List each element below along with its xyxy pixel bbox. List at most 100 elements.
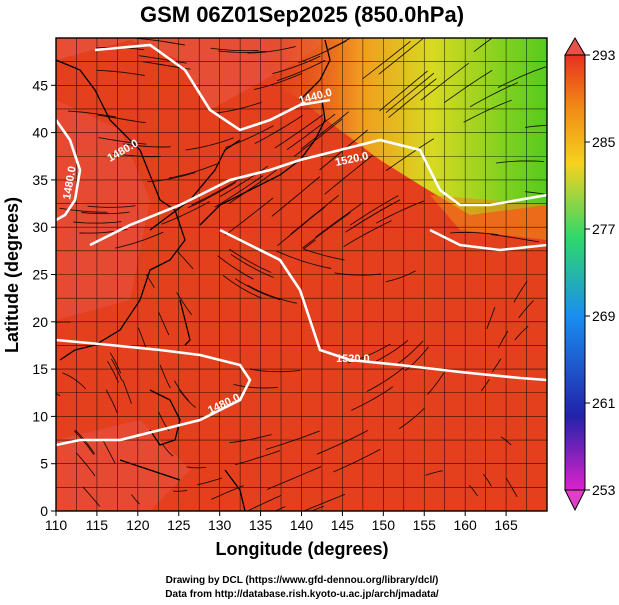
x-tick-label: 165 — [494, 517, 518, 533]
streamline — [427, 372, 445, 395]
contour-1520-north — [89, 138, 547, 247]
streamline — [197, 477, 223, 486]
contour-label: 1520.0 — [336, 353, 370, 365]
colorbar-body — [564, 54, 586, 491]
streamline — [525, 124, 547, 128]
streamline — [469, 82, 519, 108]
streamline — [425, 470, 443, 476]
streamline — [253, 72, 303, 91]
streamline — [247, 284, 297, 304]
y-tick-label: 25 — [32, 267, 48, 283]
x-axis-label: Longitude (degrees) — [215, 539, 388, 559]
streamline — [87, 205, 136, 208]
streamline — [218, 50, 267, 53]
wind-streamlines — [56, 38, 547, 511]
streamline — [463, 99, 512, 123]
streamline — [247, 46, 296, 54]
streamline — [122, 143, 171, 148]
x-tick-label: 140 — [290, 517, 314, 533]
streamline — [302, 493, 346, 511]
streamline — [136, 38, 185, 46]
streamline — [351, 199, 401, 229]
streamline — [98, 137, 147, 145]
colorbar-tick-label: 277 — [592, 221, 616, 237]
credit-drawing: Drawing by DCL (https://www.gfd-dennou.o… — [166, 575, 439, 586]
streamline — [187, 182, 236, 209]
contour-1480-south — [56, 338, 252, 447]
streamline — [518, 300, 534, 319]
streamline — [265, 430, 320, 450]
streamline — [396, 340, 424, 365]
streamline — [62, 372, 87, 390]
chart-title: GSM 06Z01Sep2025 (850.0hPa) — [140, 2, 464, 27]
streamline — [235, 450, 281, 466]
contour-label: 1480.0 — [61, 165, 79, 200]
contour-lines — [56, 43, 547, 447]
streamline — [473, 38, 493, 53]
colorbar-tick-label: 285 — [592, 134, 616, 150]
lat-lon-grid — [56, 38, 547, 511]
streamline — [316, 430, 369, 455]
streamline — [233, 383, 278, 389]
streamline — [102, 440, 116, 464]
streamline — [486, 306, 496, 329]
streamline — [385, 270, 416, 283]
streamline — [266, 466, 322, 490]
streamline — [496, 160, 545, 164]
contour-1480-west — [56, 119, 82, 222]
streamline — [492, 358, 502, 373]
streamline — [107, 360, 119, 383]
streamline — [524, 191, 547, 195]
streamline — [300, 111, 350, 150]
streamline — [249, 368, 301, 373]
streamline — [210, 47, 259, 52]
streamline — [376, 200, 425, 224]
streamline — [224, 197, 274, 236]
colorbar-tick-label: 261 — [592, 395, 616, 411]
streamline — [211, 485, 244, 500]
streamline — [385, 72, 435, 114]
streamline — [169, 163, 218, 179]
colorbar-top-triangle — [564, 37, 586, 56]
streamline — [315, 202, 364, 238]
colorbar-tick-label: 269 — [592, 308, 616, 324]
y-tick-label: 20 — [32, 314, 48, 330]
y-tick-label: 5 — [40, 456, 48, 472]
streamline — [115, 231, 164, 249]
x-tick-label: 150 — [372, 517, 396, 533]
streamline — [450, 231, 499, 236]
y-tick-label: 15 — [32, 361, 48, 377]
streamline — [468, 484, 478, 497]
x-tick-label: 120 — [126, 517, 150, 533]
y-tick-label: 30 — [32, 219, 48, 235]
streamline — [179, 389, 196, 408]
streamline — [173, 489, 188, 492]
warm-region-south — [56, 420, 190, 511]
x-tick-label: 125 — [167, 517, 191, 533]
streamline — [274, 114, 324, 149]
y-axis-label: Latitude (degrees) — [2, 197, 22, 353]
streamline — [73, 430, 95, 455]
orange-band — [430, 195, 547, 240]
streamline — [74, 429, 95, 454]
x-tick-label: 145 — [331, 517, 355, 533]
streamline — [272, 55, 321, 75]
streamline — [191, 178, 240, 206]
streamline — [310, 505, 324, 511]
streamline — [159, 364, 171, 389]
credit-data: Data from http://database.rish.kyoto-u.a… — [165, 589, 439, 600]
x-tick-label: 115 — [86, 517, 109, 533]
contour-1520-mid — [219, 228, 547, 382]
streamline — [443, 69, 493, 103]
streamline — [217, 255, 254, 280]
colorbar-tick-label: 253 — [592, 482, 616, 498]
x-axis-ticks: 110 115 120 125 130 135 140 145 150 155 160 165 — [45, 511, 518, 533]
streamline — [228, 248, 272, 273]
y-tick-label: 10 — [32, 408, 48, 424]
streamline — [293, 118, 343, 157]
streamline — [483, 473, 492, 487]
x-tick-label: 110 — [45, 517, 68, 533]
streamline — [230, 253, 274, 278]
streamline — [378, 38, 425, 75]
streamline — [147, 171, 196, 183]
